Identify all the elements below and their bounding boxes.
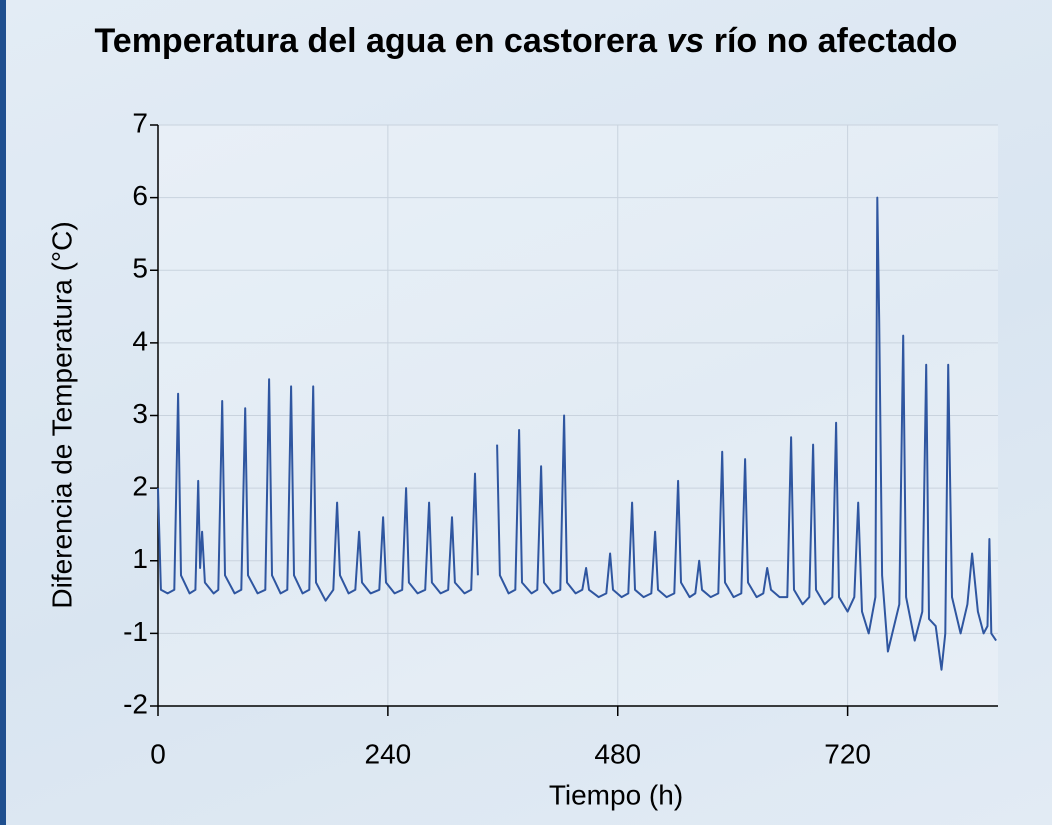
y-tick-label: -1 xyxy=(123,616,148,647)
y-tick-label: 6 xyxy=(132,180,148,211)
y-tick-label: 2 xyxy=(132,471,148,502)
data-line xyxy=(157,196,997,671)
title-text: río no afectado xyxy=(704,22,958,60)
x-axis-label: Tiempo (h) xyxy=(549,779,683,810)
y-tick-label: 1 xyxy=(132,543,148,574)
x-tick-label: 0 xyxy=(150,738,166,769)
x-tick-label: 240 xyxy=(365,738,412,769)
y-tick-label: 3 xyxy=(132,398,148,429)
title-italic: vs xyxy=(666,22,705,60)
background: Temperatura del agua en castorera vs río… xyxy=(6,0,1052,825)
y-tick-label: 5 xyxy=(132,253,148,284)
y-tick-label: 7 xyxy=(132,107,148,138)
title-text: Temperatura del agua en castorera xyxy=(94,22,667,60)
y-axis-label: Diferencia de Temperatura (°C) xyxy=(46,221,77,608)
y-tick-label: -2 xyxy=(123,688,148,719)
chart-title: Temperatura del agua en castorera vs río… xyxy=(46,20,1006,62)
x-tick-label: 720 xyxy=(824,738,871,769)
x-tick-label: 480 xyxy=(594,738,641,769)
y-tick-label: 4 xyxy=(132,325,148,356)
